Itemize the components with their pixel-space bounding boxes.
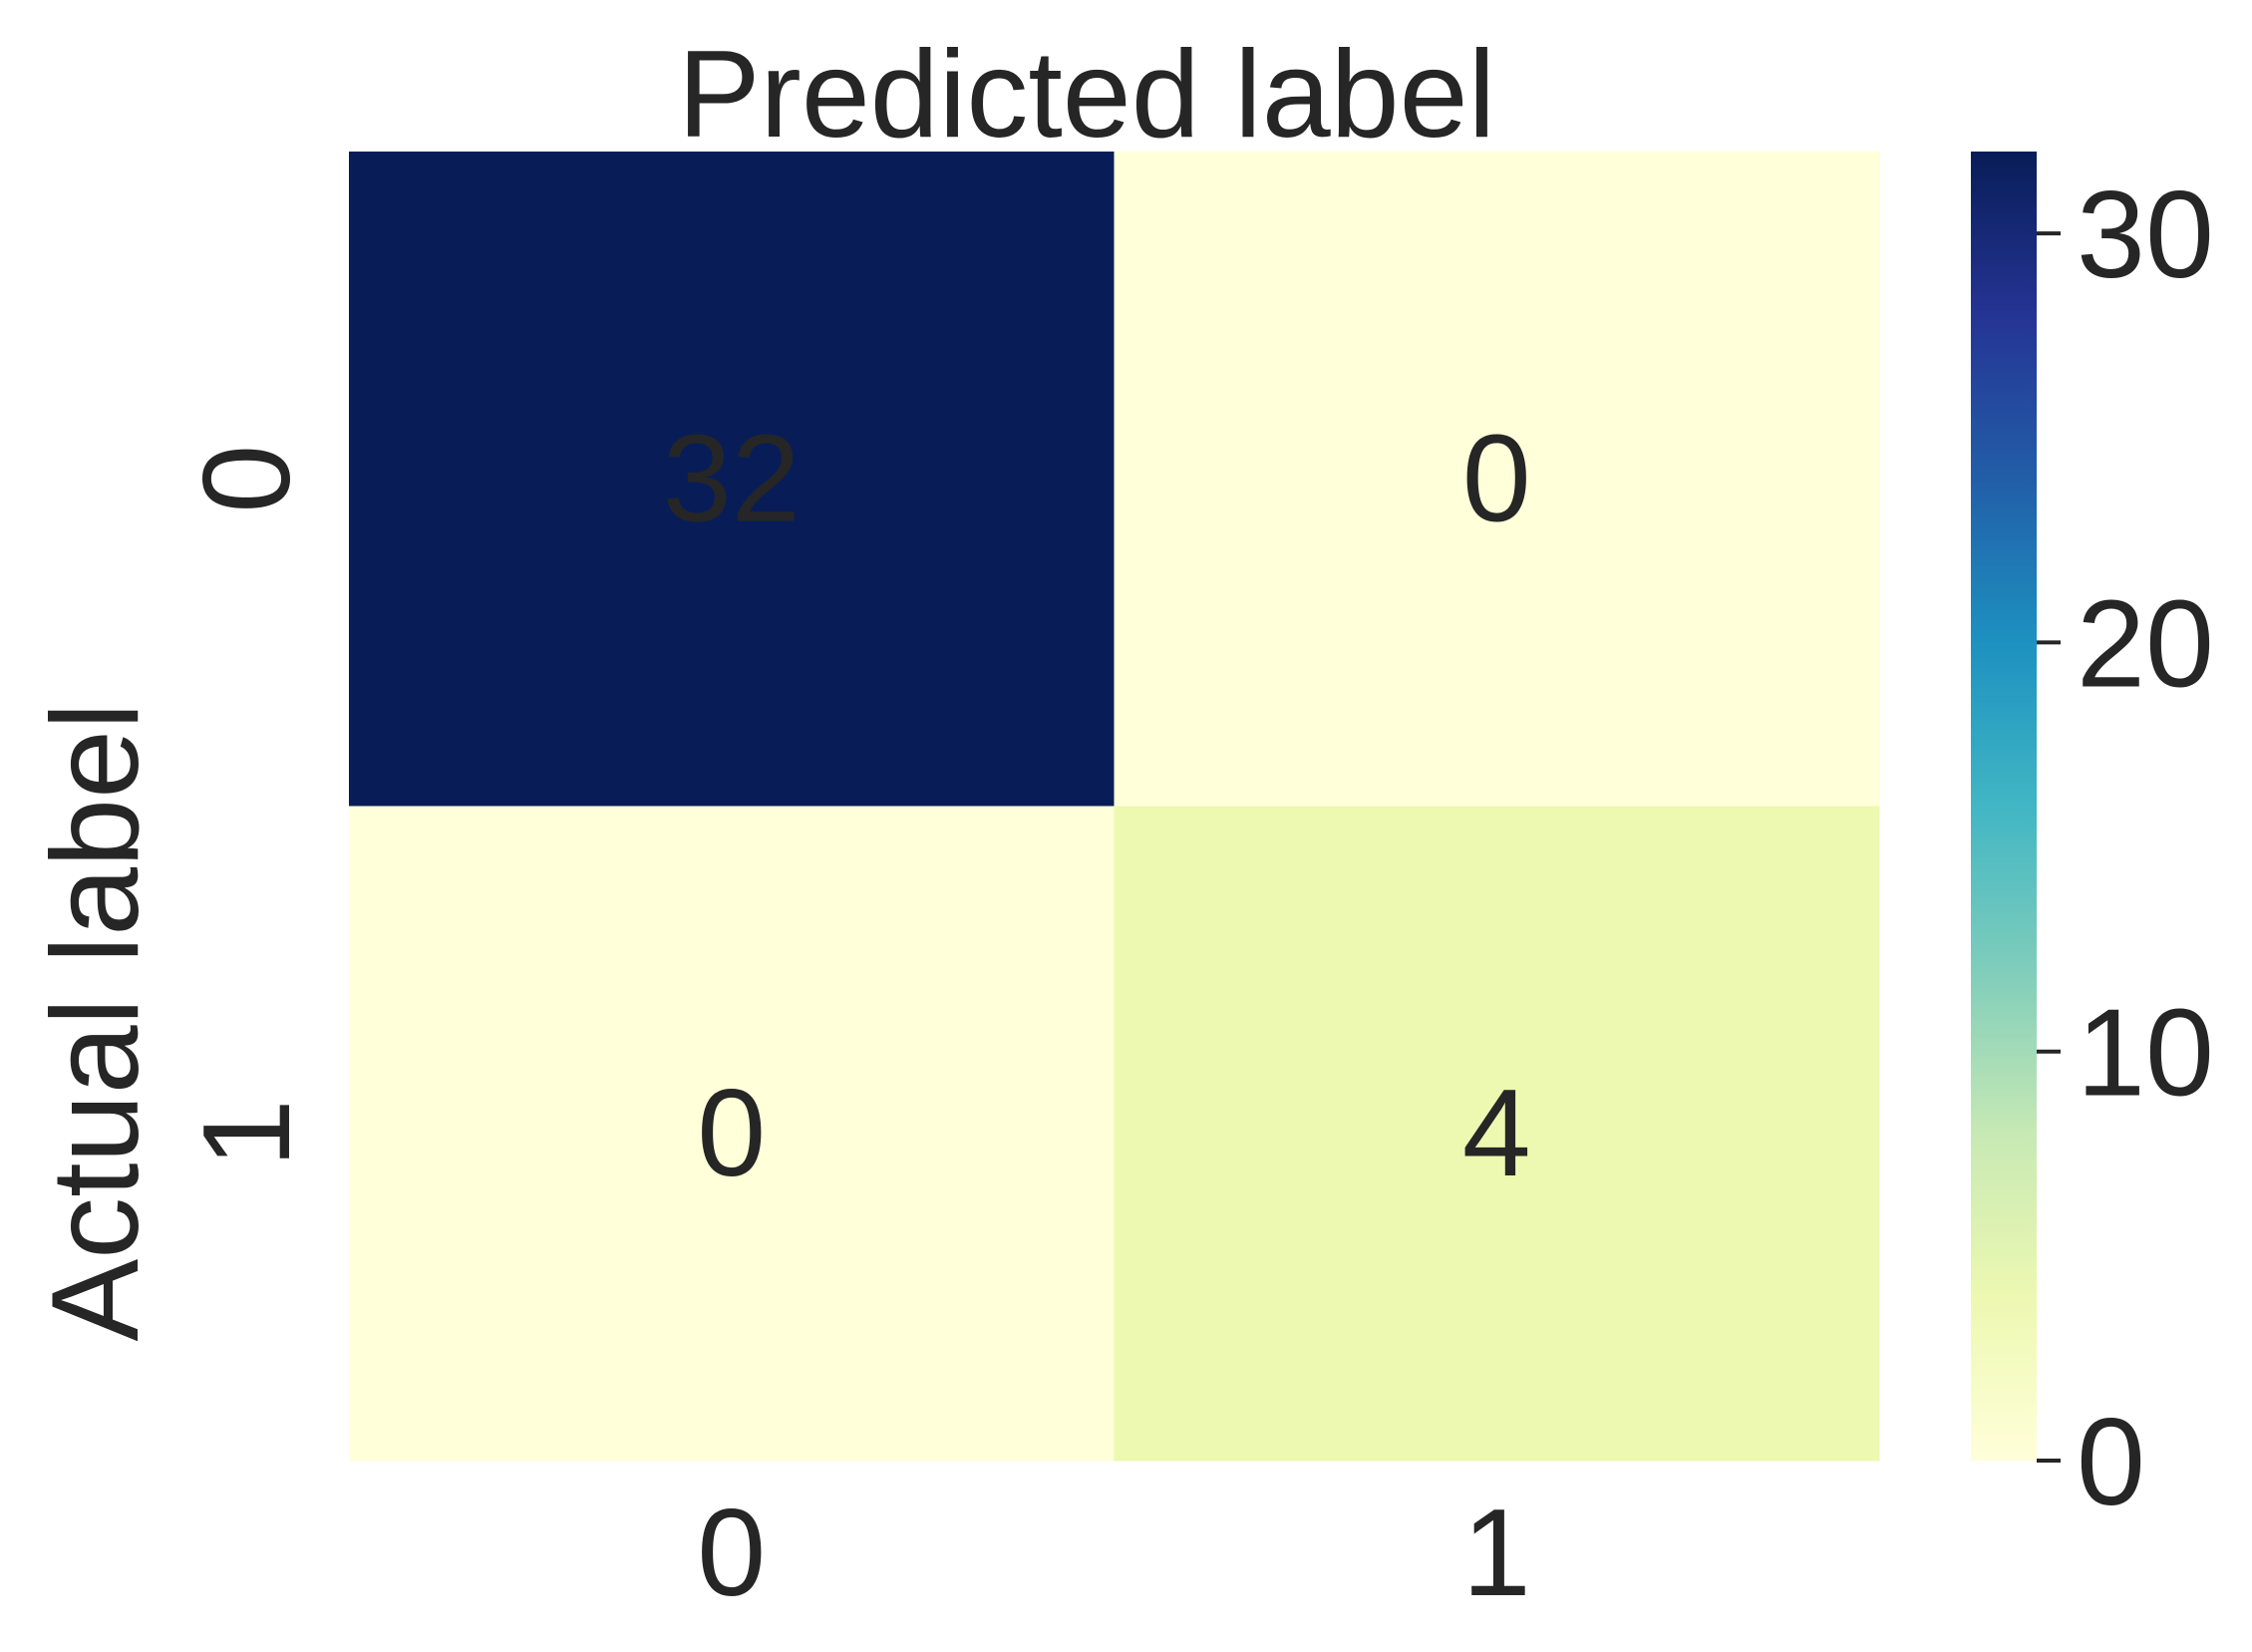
heatmap-cell bbox=[349, 152, 1115, 807]
heatmap-cells bbox=[349, 152, 1880, 1462]
colorbar-tick-label: 0 bbox=[2077, 1394, 2145, 1531]
cell-value: 4 bbox=[1462, 1065, 1531, 1202]
cell-annotations: 32 0 0 4 bbox=[663, 410, 1531, 1202]
heatmap-cell bbox=[1114, 152, 1880, 807]
cell-value: 0 bbox=[697, 1065, 766, 1202]
x-tick-label: 1 bbox=[1462, 1485, 1531, 1622]
x-tick-label: 0 bbox=[697, 1485, 766, 1622]
colorbar-tick-label: 30 bbox=[2077, 166, 2214, 304]
colorbar-ticks: 0 10 20 30 bbox=[2037, 166, 2214, 1531]
cell-value: 0 bbox=[1462, 410, 1531, 547]
colorbar bbox=[1971, 152, 2037, 1461]
colorbar-tick-label: 10 bbox=[2077, 985, 2214, 1123]
colorbar-tick-label: 20 bbox=[2077, 575, 2214, 713]
heatmap-cell bbox=[1114, 806, 1880, 1462]
y-axis-label: Actual label bbox=[27, 702, 164, 1341]
y-tick-label: 0 bbox=[178, 445, 316, 513]
cell-value: 32 bbox=[663, 410, 801, 547]
y-tick-label: 1 bbox=[178, 1099, 316, 1167]
heatmap-cell bbox=[349, 806, 1115, 1462]
x-axis-label: Predicted label bbox=[678, 26, 1495, 164]
y-tick-labels: 01 bbox=[178, 445, 316, 1167]
